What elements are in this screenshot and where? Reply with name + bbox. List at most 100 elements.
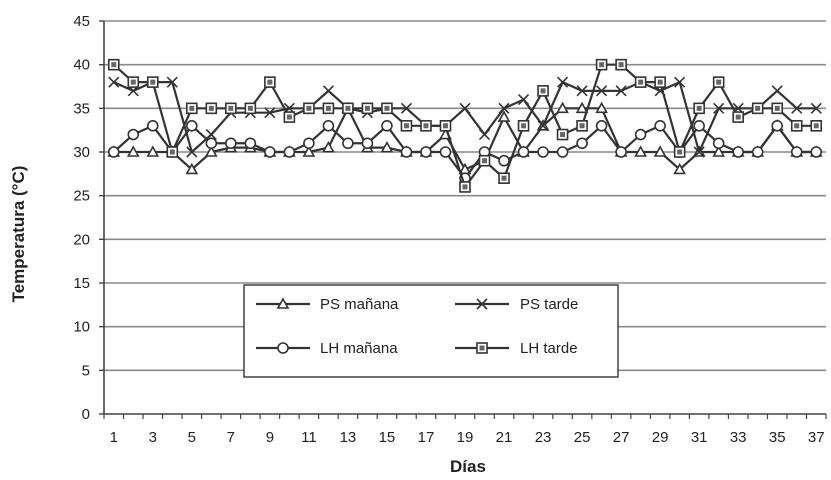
- point-square-inner: [755, 105, 761, 111]
- point-circle: [244, 137, 257, 150]
- legend-item: LH tarde: [455, 340, 578, 357]
- x-tick-label: 33: [730, 429, 747, 446]
- y-tick-label: 45: [73, 13, 90, 30]
- point-triangle: [185, 162, 199, 175]
- point-triangle: [712, 145, 726, 157]
- point-circle: [615, 146, 627, 158]
- point-x: [557, 76, 569, 88]
- point-square: [810, 120, 823, 132]
- point-square-inner: [521, 123, 527, 129]
- point-triangle: [204, 145, 218, 157]
- point-square: [146, 76, 159, 88]
- point-square-inner: [501, 175, 507, 181]
- point-square: [712, 76, 725, 88]
- point-square: [732, 111, 744, 123]
- point-x: [478, 128, 491, 141]
- point-circle: [146, 120, 159, 132]
- point-triangle: [146, 145, 160, 157]
- point-square-inner: [482, 158, 488, 164]
- y-tick-label: 35: [73, 100, 90, 117]
- legend-item: PS tarde: [455, 296, 578, 313]
- point-square: [615, 58, 627, 71]
- point-circle: [361, 137, 374, 150]
- point-circle: [186, 120, 198, 132]
- point-square-inner: [442, 123, 448, 129]
- point-triangle: [634, 145, 647, 157]
- point-circle: [751, 146, 764, 158]
- point-square-inner: [423, 123, 429, 129]
- point-triangle: [556, 101, 569, 114]
- point-square-inner: [247, 105, 253, 111]
- y-tick-label: 0: [82, 406, 90, 423]
- point-circle: [517, 146, 530, 158]
- point-square-inner: [638, 79, 644, 85]
- point-circle: [205, 137, 218, 150]
- point-square-inner: [560, 132, 566, 138]
- point-x: [400, 102, 413, 114]
- legend: PS mañana PS tarde LH mañana LH tarde: [243, 284, 619, 378]
- point-square-inner: [462, 184, 468, 190]
- x-tick-label: 9: [266, 429, 274, 446]
- x-tick-label: 11: [301, 429, 317, 446]
- x-tick-label: 37: [808, 429, 825, 446]
- point-square: [361, 102, 374, 115]
- point-x: [322, 85, 334, 97]
- point-circle: [693, 120, 705, 132]
- point-x: [713, 102, 725, 114]
- legend-label: LH tarde: [520, 340, 578, 357]
- point-circle: [634, 128, 647, 141]
- point-square-inner: [677, 149, 683, 155]
- point-square: [634, 76, 647, 88]
- point-x: [615, 85, 627, 97]
- point-square-inner: [189, 105, 195, 111]
- point-square: [342, 102, 354, 115]
- legend-marker-x: [476, 298, 488, 310]
- legend-label: LH mañana: [320, 340, 398, 357]
- point-square-inner: [794, 123, 800, 129]
- y-tick-label: 40: [73, 57, 90, 74]
- x-tick-label: 25: [574, 429, 591, 446]
- point-square: [381, 102, 393, 115]
- point-circle: [225, 137, 237, 150]
- legend-label: PS mañana: [320, 296, 399, 313]
- point-x: [186, 146, 198, 158]
- point-triangle: [673, 162, 687, 175]
- point-circle: [790, 146, 803, 158]
- point-circle: [439, 146, 452, 158]
- y-tick-labels: 0 5 10 15 20 25 30 35 40 45: [73, 13, 90, 423]
- y-tick-label: 15: [73, 275, 90, 292]
- point-circle: [381, 120, 393, 132]
- legend-marker-circle: [277, 342, 289, 354]
- point-x: [693, 146, 705, 158]
- point-triangle: [575, 101, 589, 114]
- point-square-inner: [111, 62, 117, 68]
- point-square-inner: [540, 88, 546, 94]
- x-tick-label: 7: [227, 429, 235, 446]
- point-square: [459, 181, 471, 193]
- point-circle: [420, 146, 432, 158]
- point-square-inner: [716, 79, 722, 85]
- x-axis-title: Días: [450, 457, 486, 476]
- point-circle: [107, 146, 120, 158]
- point-circle: [712, 137, 725, 150]
- point-circle: [576, 137, 588, 150]
- y-tick-label: 10: [73, 319, 90, 336]
- point-x: [205, 128, 217, 141]
- point-triangle: [497, 110, 511, 122]
- legend-marker-triangle: [276, 297, 290, 309]
- x-tick-labels: 1 3 5 7 9 11 13 15 17 19 21 23 25 27 29 31 33 35 37: [110, 429, 825, 446]
- point-square-inner: [735, 114, 741, 120]
- point-triangle: [653, 145, 667, 157]
- point-square-inner: [579, 123, 585, 129]
- y-tick-label: 20: [73, 231, 90, 248]
- series-lines: [107, 58, 823, 193]
- point-square: [166, 146, 179, 158]
- x-tick-label: 35: [769, 429, 786, 446]
- y-tick-label: 5: [82, 362, 90, 379]
- point-circle: [537, 146, 549, 158]
- point-square: [303, 102, 315, 115]
- point-circle: [264, 146, 276, 158]
- point-circle: [771, 120, 784, 132]
- x-tick-label: 1: [110, 429, 118, 446]
- x-tick-label: 5: [188, 429, 196, 446]
